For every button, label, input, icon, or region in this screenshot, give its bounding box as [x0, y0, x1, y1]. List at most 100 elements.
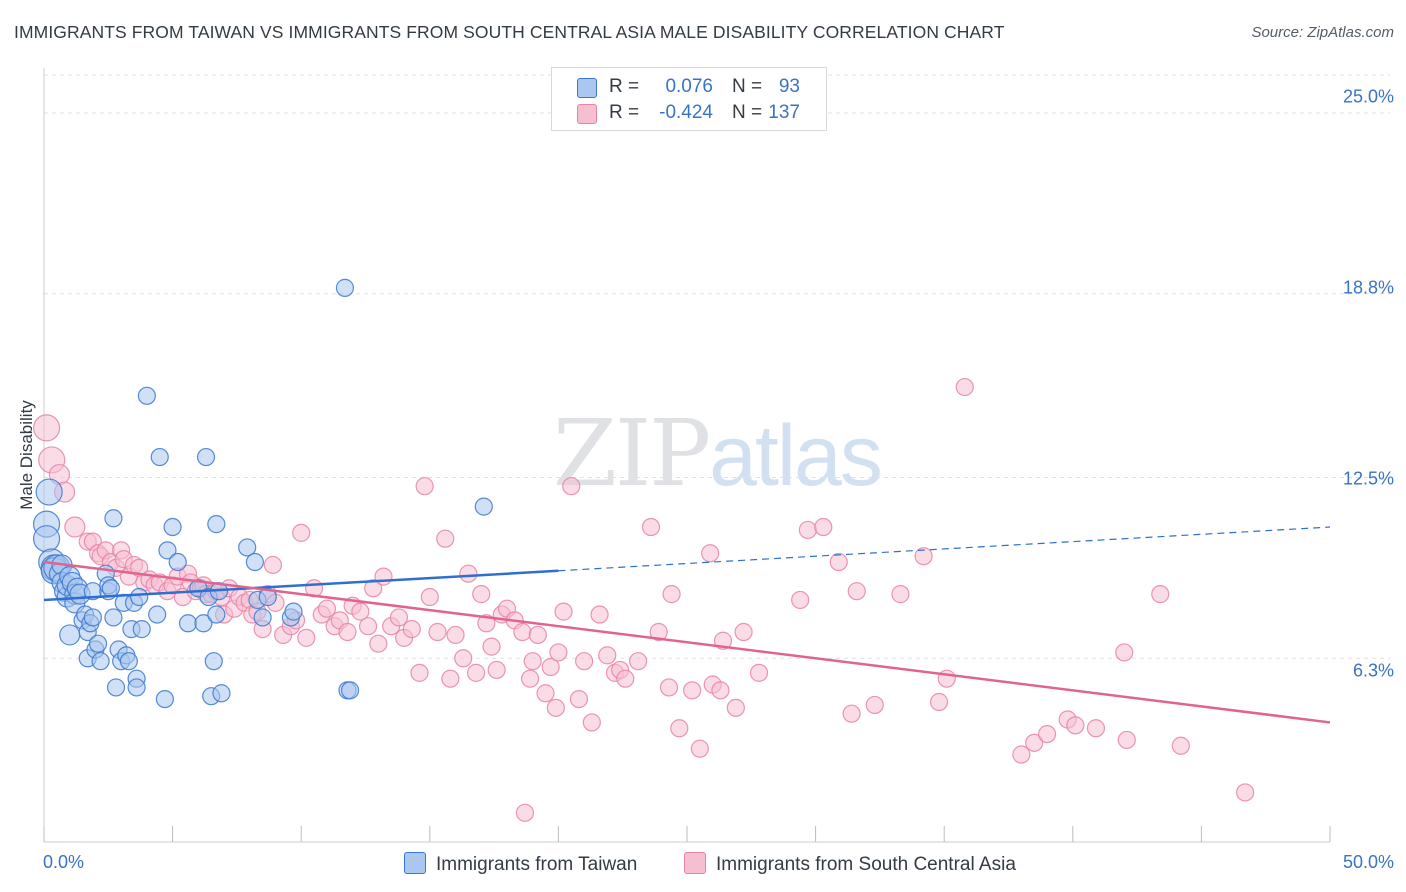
data-point [1236, 783, 1255, 802]
data-point [929, 692, 949, 712]
data-point [554, 602, 573, 621]
y-tick-label: 12.5% [1342, 468, 1394, 489]
data-point [245, 552, 265, 572]
x-tick-label: 0.0% [43, 852, 85, 872]
correlation-legend: R = 0.076 N = 93 R = -0.424 N = 137 [551, 67, 827, 131]
data-point [263, 555, 283, 575]
n-value: 93 [778, 76, 800, 97]
data-point [1012, 745, 1031, 764]
data-point [829, 552, 848, 572]
data-point [364, 579, 383, 598]
y-tick-label: 6.3% [1352, 660, 1394, 681]
data-point [137, 386, 156, 405]
data-point [59, 624, 81, 646]
data-point [258, 587, 277, 607]
data-point [590, 605, 609, 624]
data-point [459, 564, 478, 583]
legend-row-taiwan: R = 0.076 N = 93 [552, 73, 826, 101]
data-point [842, 704, 861, 723]
data-point [317, 599, 337, 618]
data-point [513, 622, 532, 642]
data-point [670, 719, 689, 738]
data-point [598, 646, 617, 665]
data-point [402, 620, 421, 639]
data-point [734, 622, 753, 642]
data-point [35, 478, 63, 506]
data-point [369, 634, 388, 653]
data-point [207, 515, 226, 534]
y-axis-label: Male Disability [17, 400, 36, 510]
taiwan-trend-extension [558, 526, 1331, 572]
data-point [238, 538, 257, 557]
data-point [641, 517, 661, 537]
data-point [297, 628, 316, 647]
data-point [569, 689, 589, 709]
data-point [549, 643, 568, 662]
r-value: 0.076 [665, 76, 713, 97]
data-point [536, 684, 555, 703]
n-label: N = [732, 76, 763, 97]
data-point [207, 605, 226, 624]
data-point [472, 585, 491, 604]
data-point [955, 377, 974, 397]
data-point [482, 637, 501, 656]
chart-title: IMMIGRANTS FROM TAIWAN VS IMMIGRANTS FRO… [14, 22, 1005, 42]
data-point [446, 625, 465, 645]
data-point [1066, 716, 1085, 735]
data-point [454, 649, 473, 668]
data-point [477, 614, 496, 633]
y-tick-label: 25.0% [1342, 86, 1394, 107]
x-tick-label: 50.0% [1342, 852, 1394, 872]
data-point [335, 278, 355, 297]
data-point [32, 414, 61, 442]
data-point [891, 585, 910, 604]
data-point [88, 634, 108, 653]
legend-item-sca: Immigrants from South Central Asia [684, 852, 1016, 876]
legend-row-sca: R = -0.424 N = 137 [552, 99, 826, 127]
data-point [127, 678, 146, 697]
data-point [130, 587, 149, 607]
data-point [487, 660, 506, 680]
data-point [726, 698, 745, 717]
data-point [1171, 736, 1190, 755]
data-point [420, 587, 439, 607]
data-point [1117, 730, 1136, 750]
y-tick-label: 18.8% [1342, 277, 1394, 298]
data-point [575, 652, 594, 671]
data-point [292, 523, 311, 542]
sca-swatch [577, 104, 597, 124]
sca-trend-line [43, 560, 1331, 724]
data-point [168, 552, 187, 572]
data-point [32, 525, 61, 553]
data-point [351, 602, 370, 621]
data-point [1025, 733, 1044, 752]
data-point [204, 652, 223, 671]
sca-swatch [684, 852, 706, 874]
taiwan-swatch [577, 78, 597, 98]
data-point [338, 622, 357, 642]
data-point [474, 497, 493, 516]
data-point [358, 617, 378, 636]
data-point [284, 602, 303, 621]
data-point [158, 541, 177, 560]
data-point [466, 663, 486, 682]
data-point [101, 579, 120, 598]
data-point [104, 509, 123, 528]
data-point [148, 605, 167, 624]
data-point [196, 447, 216, 467]
data-point [389, 608, 409, 627]
taiwan-trend-line [43, 569, 559, 602]
data-point [798, 520, 817, 540]
data-point [155, 689, 174, 709]
data-point [194, 614, 213, 633]
series-south-central-asia [32, 377, 1255, 822]
data-point [523, 652, 542, 671]
r-label: R = [609, 76, 640, 97]
data-point [1086, 719, 1106, 738]
data-point [515, 803, 535, 822]
data-point [541, 657, 560, 677]
data-point [64, 516, 86, 538]
data-point [119, 652, 138, 671]
data-point [791, 590, 810, 610]
